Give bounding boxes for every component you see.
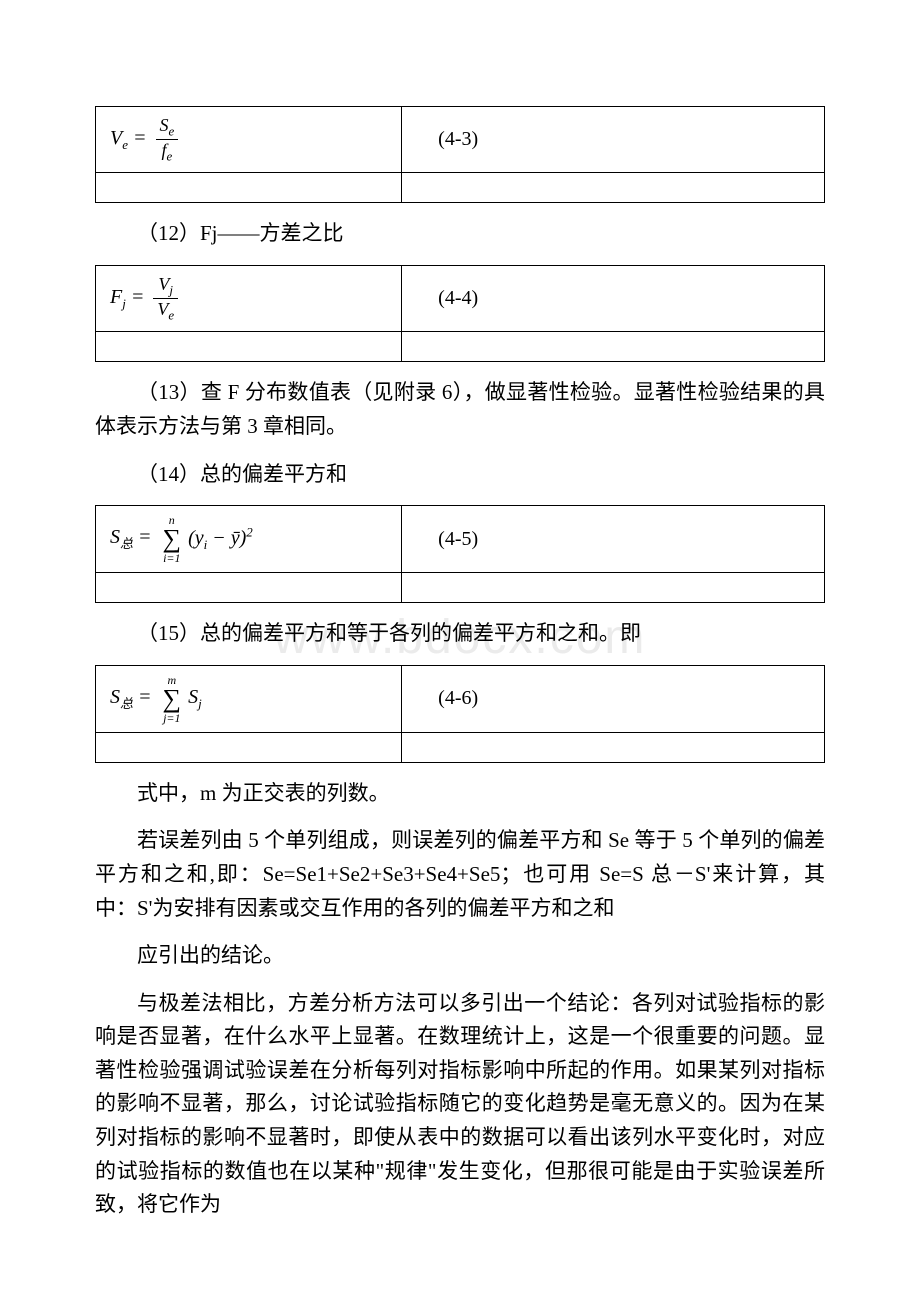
formula-cell-4-6: S总 = m ∑ j=1 Sj	[96, 665, 402, 732]
empty-cell	[96, 332, 402, 362]
formula-table-4-5: S总 = n ∑ i=1 (yi − ȳ)2 (4-5)	[95, 505, 825, 603]
document-content: Ve = Se fe (4-3) （12）Fj——方差之比 Fj = Vj Ve	[95, 106, 825, 1222]
formula-table-4-3: Ve = Se fe (4-3)	[95, 106, 825, 203]
paragraph-18: 应引出的结论。	[95, 939, 825, 973]
formula-number-4-5: (4-5)	[402, 506, 825, 573]
formula-number-4-4: (4-4)	[402, 265, 825, 331]
formula-table-4-6: S总 = m ∑ j=1 Sj (4-6)	[95, 665, 825, 763]
paragraph-17: 若误差列由 5 个单列组成，则误差列的偏差平方和 Se 等于 5 个单列的偏差平…	[95, 824, 825, 925]
formula-number-4-6: (4-6)	[402, 665, 825, 732]
empty-cell	[96, 173, 402, 203]
empty-cell	[402, 173, 825, 203]
formula-cell-4-4: Fj = Vj Ve	[96, 265, 402, 331]
formula-table-4-4: Fj = Vj Ve (4-4)	[95, 265, 825, 362]
empty-cell	[96, 732, 402, 762]
paragraph-15: （15）总的偏差平方和等于各列的偏差平方和之和。即	[95, 617, 825, 651]
formula-cell-4-5: S总 = n ∑ i=1 (yi − ȳ)2	[96, 506, 402, 573]
formula-cell-4-3: Ve = Se fe	[96, 107, 402, 173]
empty-cell	[96, 573, 402, 603]
paragraph-12: （12）Fj——方差之比	[95, 217, 825, 251]
paragraph-19: 与极差法相比，方差分析方法可以多引出一个结论：各列对试验指标的影响是否显著，在什…	[95, 987, 825, 1222]
empty-cell	[402, 573, 825, 603]
empty-cell	[402, 332, 825, 362]
paragraph-16: 式中，m 为正交表的列数。	[95, 777, 825, 811]
empty-cell	[402, 732, 825, 762]
formula-number-4-3: (4-3)	[402, 107, 825, 173]
paragraph-13: （13）查 F 分布数值表（见附录 6），做显著性检验。显著性检验结果的具体表示…	[95, 376, 825, 443]
paragraph-14: （14）总的偏差平方和	[95, 458, 825, 492]
